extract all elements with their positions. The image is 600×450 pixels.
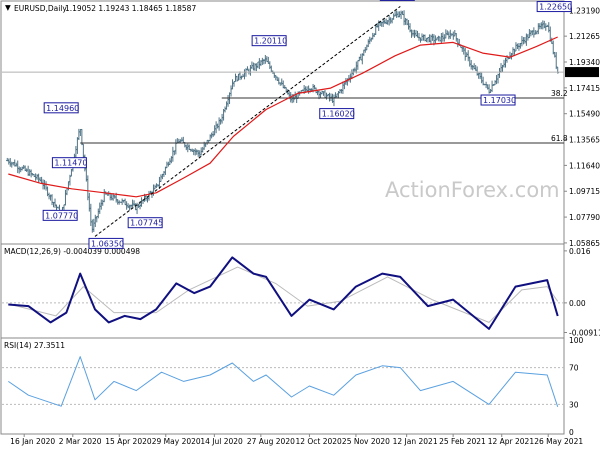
price-axis-label: 1.09715 bbox=[569, 187, 600, 196]
price-annotation-box bbox=[88, 237, 124, 249]
price-annotation-box bbox=[251, 35, 287, 47]
price-axis-label: 1.19340 bbox=[569, 58, 600, 67]
price-annotation-box bbox=[480, 94, 516, 106]
x-axis-label: 12 Oct 2020 bbox=[295, 437, 342, 446]
header-dropdown-icon[interactable]: ▼ bbox=[5, 3, 11, 12]
x-axis-label: 26 May 2021 bbox=[534, 437, 583, 446]
price-annotation-box bbox=[319, 108, 355, 120]
price-annotation-box bbox=[127, 217, 163, 229]
x-axis-label: 27 Aug 2020 bbox=[247, 437, 295, 446]
fib-level-label: 38.2 bbox=[551, 89, 568, 98]
x-axis-label: 16 Jan 2020 bbox=[10, 437, 55, 446]
ohlc-label: 1.19052 1.19243 1.18465 1.18587 bbox=[65, 4, 196, 13]
price-annotation-label: 1.16020 bbox=[322, 110, 355, 119]
trendline bbox=[94, 6, 401, 237]
price-annotation-box bbox=[42, 209, 78, 221]
price-axis-label: 1.15490 bbox=[569, 110, 600, 119]
price-annotation-label: 1.11470 bbox=[54, 159, 87, 168]
x-axis-label: 12 Apr 2021 bbox=[488, 437, 535, 446]
rsi-title: RSI(14) 27.3511 bbox=[4, 341, 65, 350]
macd-signal-line bbox=[8, 266, 559, 323]
price-annotation-label: 1.07745 bbox=[130, 219, 163, 228]
price-axis-label: 1.13565 bbox=[569, 136, 600, 145]
rsi-line bbox=[8, 356, 559, 407]
x-axis-label: 29 May 2020 bbox=[152, 437, 201, 446]
x-axis-label: 14 Jul 2020 bbox=[200, 437, 243, 446]
rsi-axis-label: 70 bbox=[569, 364, 579, 373]
price-axis-label: 1.07790 bbox=[569, 213, 600, 222]
fib-level-label: 61.8 bbox=[551, 134, 568, 143]
macd-line bbox=[8, 256, 559, 330]
x-axis-label: 15 Apr 2020 bbox=[105, 437, 152, 446]
x-axis-label: 25 Nov 2020 bbox=[342, 437, 390, 446]
x-axis-label: 25 Feb 2021 bbox=[439, 437, 486, 446]
watermark: ActionForex.com bbox=[385, 178, 560, 202]
macd-title: MACD(12,26,9) -0.004039 0.000498 bbox=[4, 247, 140, 256]
price-annotation-label: 1.22650 bbox=[539, 3, 572, 12]
price-annotation-box bbox=[536, 1, 572, 13]
price-axis-label: 1.05865 bbox=[569, 239, 600, 248]
current-price-label: 1.18587 bbox=[567, 68, 598, 77]
rsi-panel-frame bbox=[0, 337, 565, 435]
labels-layer: 1.23190 1.21265 1.19340 1.17415 1.15490 1.135… bbox=[10, 0, 600, 446]
price-annotation-label: 1.14960 bbox=[46, 104, 79, 113]
x-axis-label: 2 Mar 2020 bbox=[59, 437, 102, 446]
macd-panel-frame bbox=[0, 243, 565, 339]
macd-axis-label: -0.009116 bbox=[569, 329, 600, 338]
price-annotation-label: 1.20110 bbox=[254, 37, 287, 46]
price-annotation-box bbox=[51, 157, 87, 169]
price-axis-label: 1.17415 bbox=[569, 84, 600, 93]
price-annotation-box bbox=[43, 102, 79, 114]
symbol-label: EURUSD,Daily bbox=[14, 4, 67, 13]
macd-axis-label: 0.00 bbox=[569, 299, 586, 308]
x-axis-label: 12 Jan 2021 bbox=[393, 437, 438, 446]
macd-axis-label: 0.016 bbox=[569, 247, 591, 256]
rsi-axis-label: 0 bbox=[569, 428, 574, 437]
moving-average-line bbox=[8, 36, 558, 198]
price-annotation-label: 1.17030 bbox=[483, 96, 516, 105]
price-axis-label: 1.11640 bbox=[569, 161, 600, 170]
current-price-box bbox=[565, 67, 599, 78]
rsi-axis-label: 100 bbox=[569, 336, 584, 345]
price-annotation-label: 1.07770 bbox=[45, 211, 78, 220]
price-annotation-label: 1.06350 bbox=[91, 239, 124, 248]
price-axis-label: 1.23190 bbox=[569, 6, 600, 15]
rsi-axis-label: 30 bbox=[569, 400, 579, 409]
price-axis-label: 1.21265 bbox=[569, 32, 600, 41]
